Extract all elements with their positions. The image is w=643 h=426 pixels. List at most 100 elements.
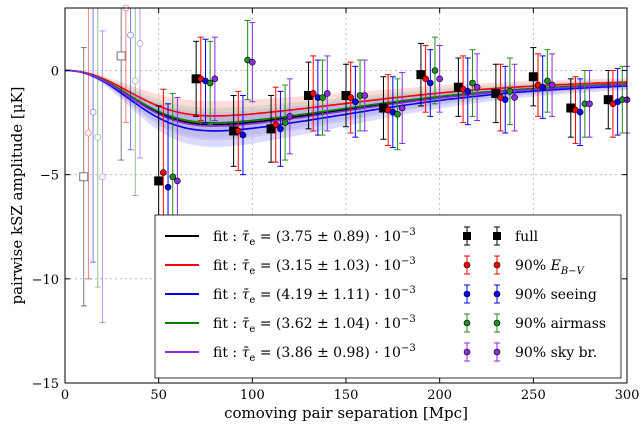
circle-marker bbox=[544, 77, 551, 85]
circle-marker bbox=[352, 98, 359, 106]
legend: fit : τ̄e = (3.75 ± 0.89) · 10−3 fit : τ̄… bbox=[154, 214, 622, 379]
circle-marker bbox=[426, 79, 434, 87]
circle-marker bbox=[286, 113, 294, 120]
data-point bbox=[281, 84, 289, 161]
data-point bbox=[323, 55, 331, 132]
square-marker bbox=[116, 51, 126, 61]
circle-marker bbox=[469, 79, 476, 87]
data-point bbox=[576, 78, 584, 146]
circle-marker bbox=[136, 40, 144, 47]
data-point bbox=[136, 8, 144, 159]
data-point bbox=[389, 76, 397, 149]
data-point bbox=[131, 8, 139, 196]
data-point bbox=[426, 49, 434, 117]
legend-circle-marker bbox=[493, 348, 501, 356]
legend-square-marker bbox=[493, 232, 501, 240]
circle-marker bbox=[436, 75, 443, 83]
data-point bbox=[394, 78, 401, 151]
x-tick-label: 250 bbox=[521, 388, 546, 403]
square-marker bbox=[79, 172, 89, 182]
data-point bbox=[197, 36, 205, 121]
axis-ticks: 0 50 100 150 200 250 300 0 −5 −10 −15 bbox=[32, 8, 639, 403]
circle-marker bbox=[422, 75, 429, 83]
data-point bbox=[603, 70, 613, 130]
legend-circle-marker bbox=[493, 261, 501, 269]
circle-marker bbox=[174, 177, 181, 185]
data-point bbox=[384, 74, 392, 146]
circle-marker bbox=[394, 110, 401, 118]
x-tick-label: 200 bbox=[427, 388, 452, 403]
data-point bbox=[609, 70, 617, 138]
legend-fit-label: fit : τ̄e = (3.86 ± 0.98) · 10−3 bbox=[213, 343, 416, 364]
x-axis-label: comoving pair separation [Mpc] bbox=[224, 404, 468, 422]
circle-marker bbox=[464, 88, 472, 95]
legend-circle-marker bbox=[463, 348, 471, 356]
data-point bbox=[534, 53, 542, 117]
circle-marker bbox=[398, 104, 406, 112]
circle-marker bbox=[169, 173, 177, 181]
circle-marker bbox=[99, 173, 106, 181]
data-point bbox=[431, 36, 439, 105]
circle-marker bbox=[160, 169, 167, 176]
legend-fit-label: fit : τ̄e = (4.19 ± 1.11) · 10−3 bbox=[213, 285, 416, 306]
y-tick-label: −15 bbox=[32, 377, 59, 392]
data-point bbox=[539, 55, 547, 119]
legend-circle-marker bbox=[463, 319, 471, 327]
data-point bbox=[511, 63, 518, 132]
y-tick-label: 0 bbox=[51, 65, 59, 80]
data-point bbox=[506, 57, 514, 126]
data-point bbox=[491, 63, 501, 124]
circle-marker bbox=[281, 119, 289, 126]
legend-point-label: 90% EB−V bbox=[515, 258, 586, 277]
legend-fit-label: fit : τ̄e = (3.75 ± 0.89) · 10−3 bbox=[213, 227, 416, 248]
circle-marker bbox=[473, 83, 481, 91]
y-axis-label: pairwise kSZ amplitude [μK] bbox=[8, 86, 26, 304]
data-point bbox=[497, 63, 504, 132]
data-point bbox=[501, 65, 509, 134]
data-point bbox=[459, 55, 467, 124]
square-marker bbox=[154, 176, 164, 186]
legend-box bbox=[154, 214, 622, 379]
data-point bbox=[352, 65, 359, 138]
data-point bbox=[99, 30, 106, 324]
data-point bbox=[398, 72, 406, 144]
circle-marker bbox=[361, 92, 369, 99]
square-marker bbox=[266, 124, 276, 134]
circle-marker bbox=[511, 94, 518, 101]
data-point bbox=[378, 76, 388, 140]
data-point bbox=[422, 45, 429, 113]
circle-marker bbox=[131, 77, 139, 85]
data-point bbox=[127, 8, 134, 151]
square-marker bbox=[416, 70, 426, 80]
legend-point-label: 90% airmass bbox=[515, 316, 606, 332]
data-point bbox=[229, 95, 239, 167]
data-point bbox=[89, 8, 97, 263]
square-marker bbox=[491, 88, 501, 98]
data-point bbox=[528, 47, 538, 107]
data-point bbox=[473, 53, 481, 121]
data-point bbox=[277, 90, 284, 167]
legend-circle-marker bbox=[493, 290, 501, 298]
legend-point-label: full bbox=[515, 229, 539, 245]
data-point bbox=[206, 40, 214, 126]
data-point bbox=[319, 59, 326, 136]
data-point bbox=[244, 20, 251, 101]
square-marker bbox=[603, 95, 613, 105]
y-tick-label: −10 bbox=[32, 273, 59, 288]
data-point bbox=[586, 70, 593, 138]
data-point bbox=[361, 59, 369, 132]
circle-marker bbox=[211, 75, 219, 83]
x-tick-label: 100 bbox=[240, 388, 265, 403]
legend-circle-marker bbox=[493, 319, 501, 327]
circle-marker bbox=[501, 96, 509, 103]
data-point bbox=[347, 61, 354, 134]
circle-marker bbox=[309, 90, 317, 97]
data-point bbox=[464, 57, 472, 126]
circle-marker bbox=[164, 183, 172, 191]
legend-circle-marker bbox=[463, 290, 471, 298]
circle-marker bbox=[89, 108, 97, 116]
data-point bbox=[314, 59, 322, 136]
x-tick-label: 0 bbox=[61, 388, 69, 403]
legend-circle-marker bbox=[463, 261, 471, 269]
data-point bbox=[249, 22, 256, 103]
